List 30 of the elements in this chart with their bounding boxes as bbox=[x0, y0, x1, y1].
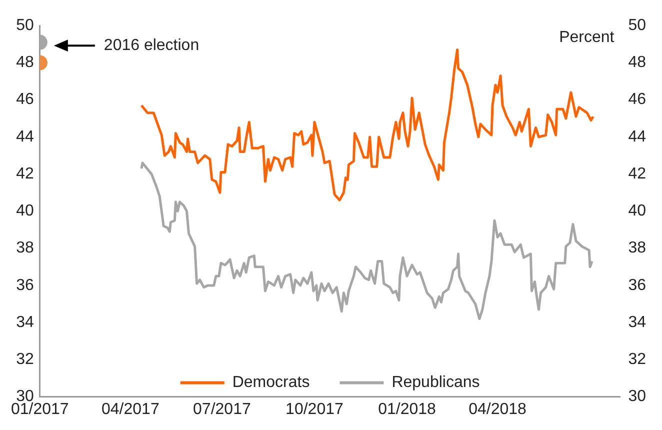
y2-tick-label: 48 bbox=[628, 54, 646, 72]
y-tick-label: 48 bbox=[16, 54, 34, 72]
y-tick-label: 36 bbox=[16, 276, 34, 294]
x-tick-label: 10/2017 bbox=[286, 400, 344, 418]
x-tick-label: 04/2018 bbox=[468, 400, 527, 418]
x-tick-label: 04/2017 bbox=[102, 400, 160, 418]
x-tick-label: 01/2018 bbox=[378, 400, 436, 418]
y2-tick-label: 40 bbox=[628, 202, 646, 220]
x-tick-label: 07/2017 bbox=[193, 400, 251, 418]
y2-tick-label: 50 bbox=[628, 17, 646, 34]
y-tick-label: 32 bbox=[16, 351, 34, 368]
y-tick-label: 34 bbox=[16, 314, 34, 331]
legend-label: Republicans bbox=[392, 374, 480, 392]
y2-tick-label: 44 bbox=[628, 128, 646, 146]
y-tick-label: 50 bbox=[16, 17, 34, 34]
y-tick-label: 44 bbox=[16, 128, 34, 146]
y2-tick-label: 32 bbox=[628, 351, 646, 368]
y2-tick-label: 36 bbox=[628, 276, 646, 294]
y-tick-label: 42 bbox=[16, 165, 34, 182]
y2-axis-title: Percent bbox=[559, 29, 615, 46]
annotation: 2016 election bbox=[104, 37, 200, 54]
y2-tick-label: 42 bbox=[628, 165, 646, 182]
y2-tick-label: 34 bbox=[628, 314, 646, 331]
y2-tick-label: 38 bbox=[628, 240, 646, 257]
y2-tick-label: 30 bbox=[628, 388, 646, 406]
y-tick-label: 40 bbox=[16, 202, 34, 220]
y-tick-label: 46 bbox=[16, 91, 34, 108]
y-tick-label: 38 bbox=[16, 240, 34, 257]
legend-label: Democrats bbox=[232, 374, 310, 392]
y2-tick-label: 46 bbox=[628, 91, 646, 108]
